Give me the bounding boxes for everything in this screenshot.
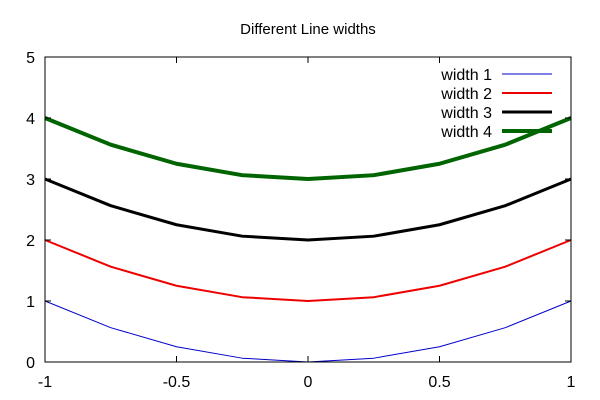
x-tick-label: 1 xyxy=(567,374,576,391)
ticks-layer: -1 -0.5 0 0.5 1 0 1 2 3 4 5 xyxy=(26,50,575,391)
x-tick-label: -0.5 xyxy=(163,374,191,391)
legend-label-4: width 4 xyxy=(440,124,492,141)
series-line-4 xyxy=(44,116,572,181)
x-tick-label: -1 xyxy=(38,374,52,391)
legend: width 1 width 2 width 3 width 4 xyxy=(440,67,552,141)
y-tick-label: 4 xyxy=(26,111,35,128)
y-tick-label: 2 xyxy=(26,233,35,250)
series-line-3 xyxy=(44,177,572,242)
legend-label-3: width 3 xyxy=(440,105,492,122)
y-tick-label: 0 xyxy=(26,355,35,372)
legend-label-2: width 2 xyxy=(440,86,492,103)
y-tick-label: 3 xyxy=(26,172,35,189)
chart-title: Different Line widths xyxy=(240,21,376,38)
y-tick-label: 5 xyxy=(26,50,35,67)
series-line-1 xyxy=(44,300,572,363)
x-tick-label: 0 xyxy=(304,374,313,391)
series-line-2 xyxy=(44,239,572,302)
series-layer xyxy=(44,116,572,363)
legend-label-1: width 1 xyxy=(440,67,492,84)
x-tick-label: 0.5 xyxy=(428,374,450,391)
y-tick-label: 1 xyxy=(26,294,35,311)
